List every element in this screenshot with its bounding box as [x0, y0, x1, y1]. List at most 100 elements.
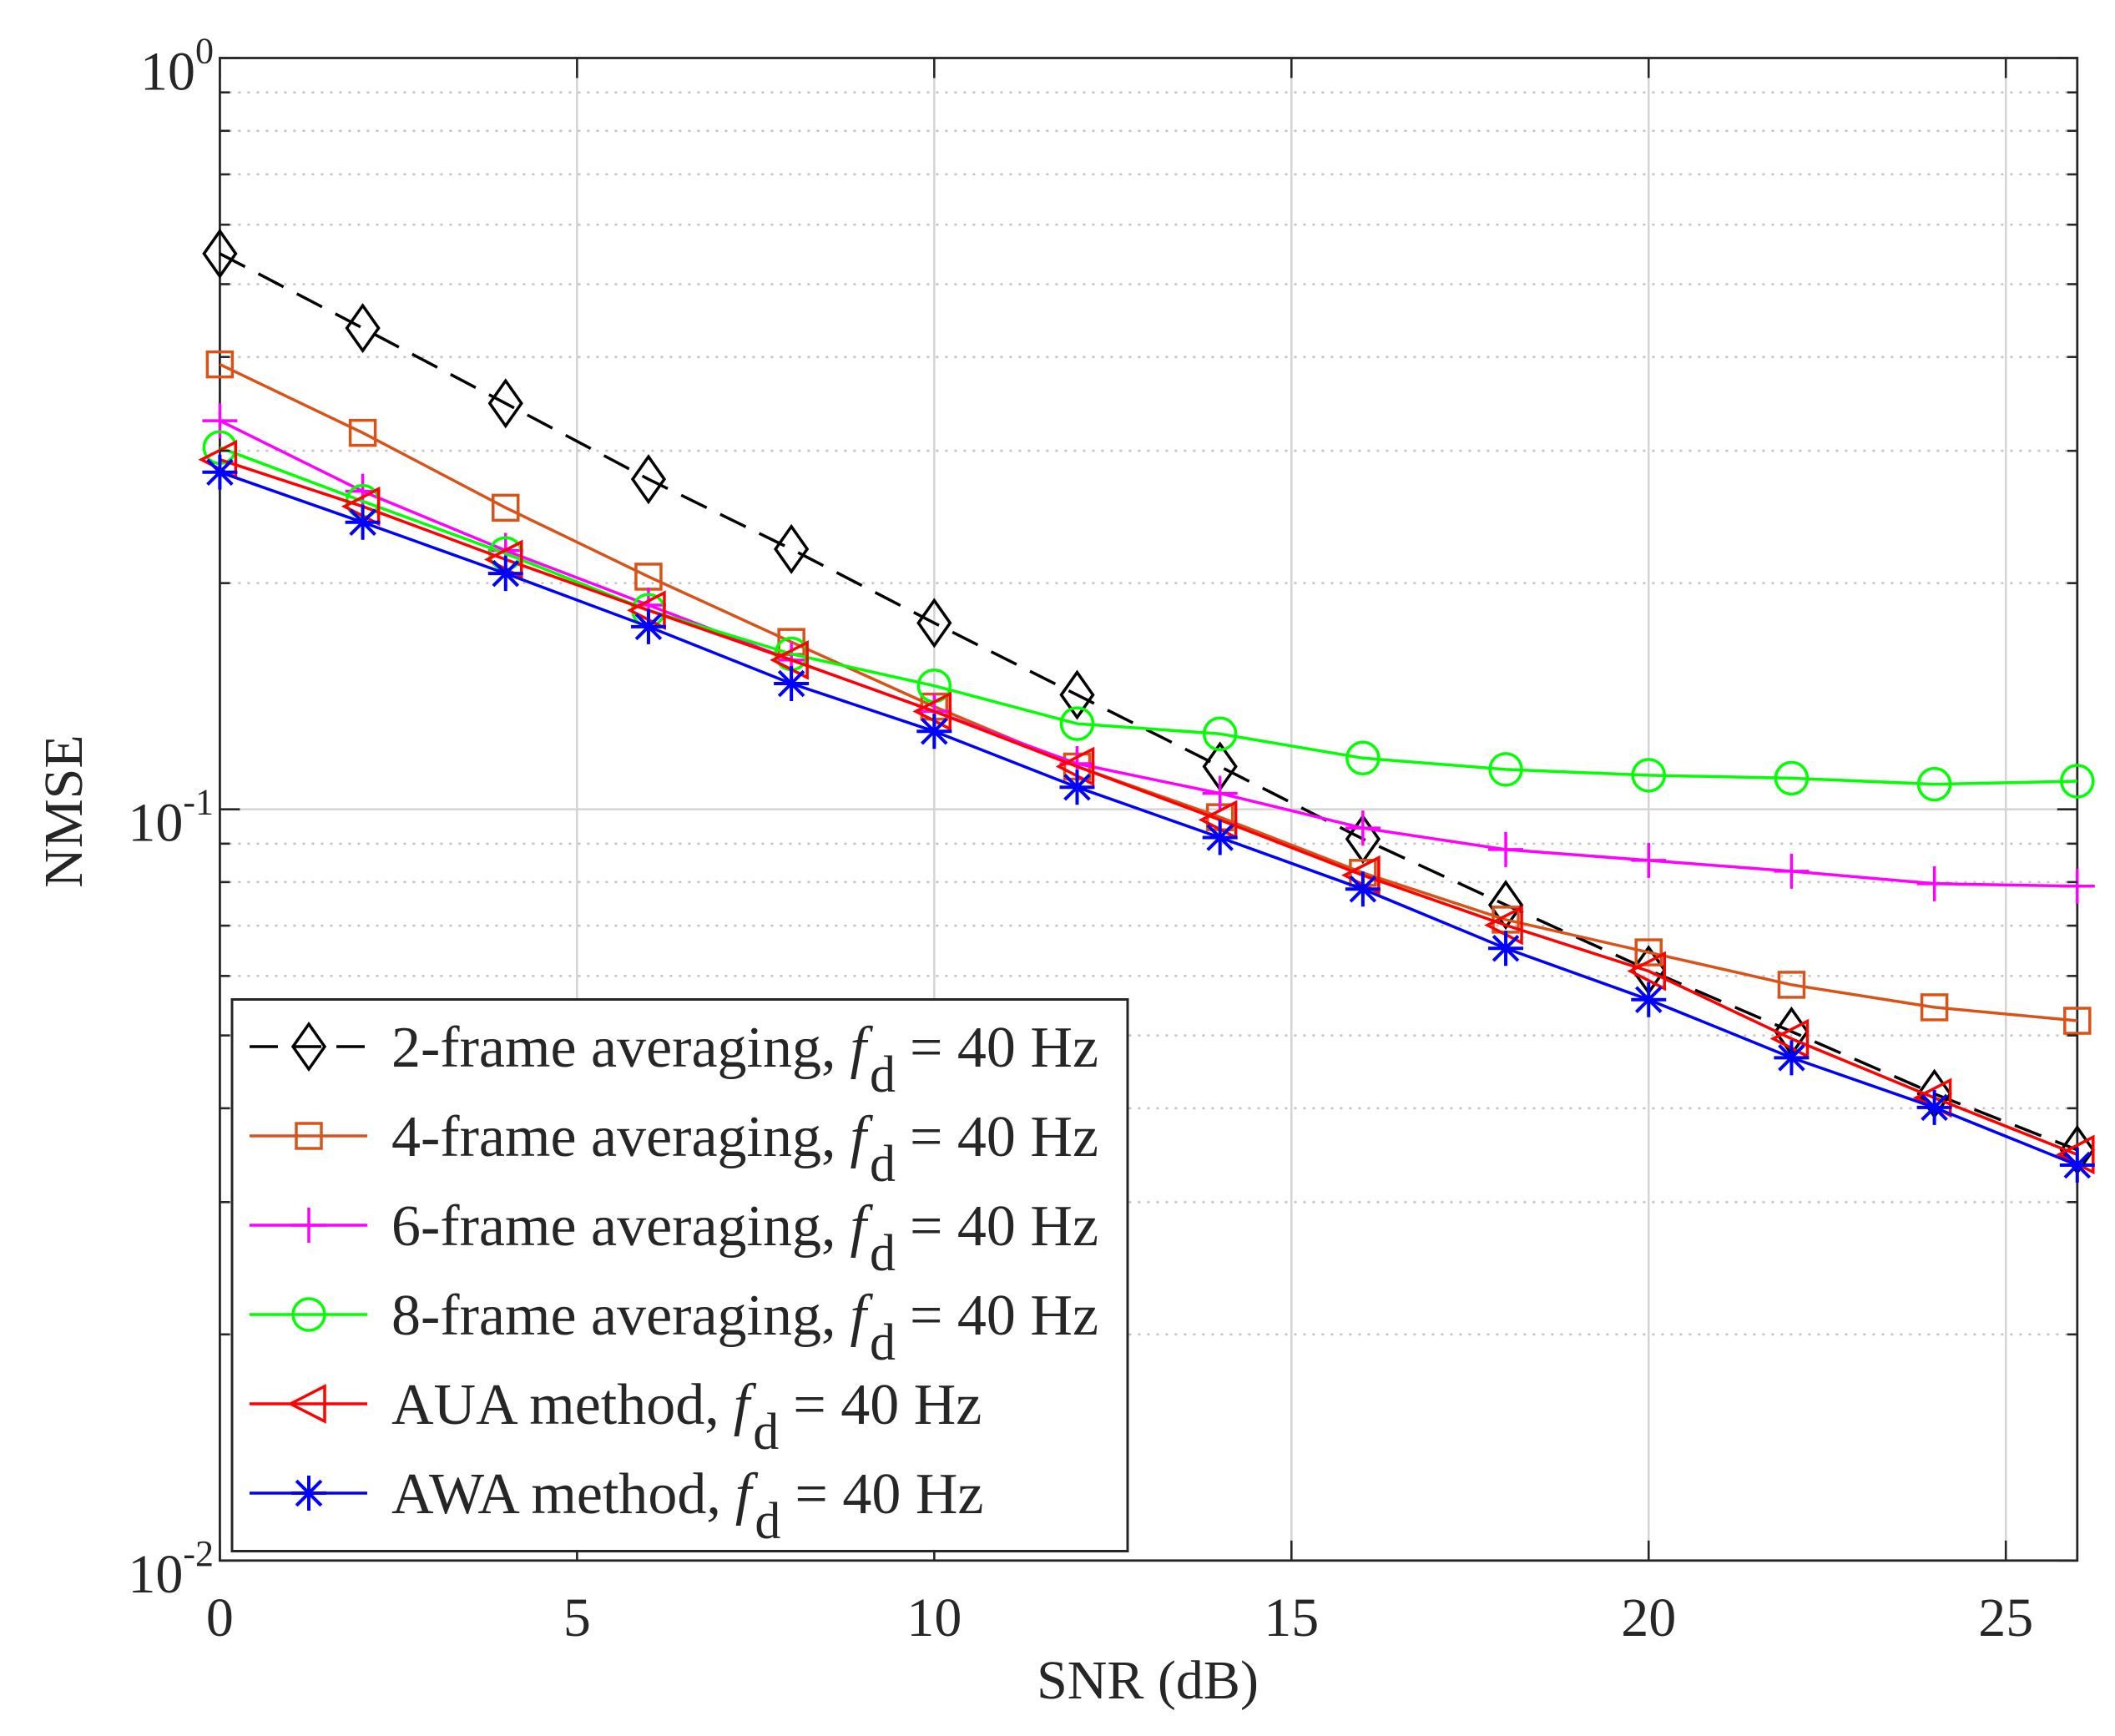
legend-marker — [287, 1384, 326, 1424]
legend-label-value: = 40 Hz — [795, 1462, 983, 1527]
data-point-marker — [345, 303, 381, 354]
square-shape — [295, 1122, 323, 1150]
square-shape — [492, 493, 520, 522]
data-point-marker — [487, 556, 523, 592]
asterisk-shape — [1916, 1089, 1952, 1125]
y-tick-label-exponent: -2 — [183, 1533, 214, 1574]
legend-entry-8-frame-averaging: 8-frame averaging, fd = 40 Hz — [250, 1284, 1098, 1371]
series-line — [219, 419, 2077, 888]
y-tick-label-base: 10 — [140, 42, 195, 103]
data-point-marker — [630, 454, 667, 505]
data-point-marker — [2059, 868, 2095, 904]
x-axis-label: SNR (dB) — [1037, 1650, 1259, 1711]
data-point-marker — [1488, 931, 1524, 966]
diamond-shape — [916, 598, 952, 648]
data-point-marker — [1634, 938, 1663, 966]
asterisk-shape — [202, 454, 238, 490]
data-point-marker — [1487, 880, 1524, 931]
data-point-marker — [916, 598, 952, 648]
data-point-marker — [348, 418, 377, 447]
asterisk-shape — [916, 714, 952, 749]
plus-shape — [1774, 853, 1810, 889]
diamond-shape — [1059, 669, 1095, 720]
legend-marker — [291, 1297, 326, 1332]
square-shape — [205, 350, 235, 379]
legend-label-name: 6-frame averaging, — [391, 1194, 836, 1259]
data-point-marker — [1777, 971, 1806, 999]
data-point-marker — [1631, 982, 1667, 1017]
legend-label-value: = 40 Hz — [910, 1194, 1098, 1259]
x-tick-label: 15 — [1264, 1587, 1319, 1648]
legend-entry-6-frame-averaging: 6-frame averaging, fd = 40 Hz — [250, 1194, 1098, 1282]
legend-label-value: = 40 Hz — [910, 1284, 1098, 1348]
data-point-marker — [1916, 865, 1952, 901]
asterisk-shape — [2059, 1148, 2095, 1183]
circle-shape — [1202, 716, 1238, 752]
plus-shape — [1202, 775, 1238, 811]
data-point-marker — [1631, 842, 1667, 878]
data-point-marker — [2059, 1148, 2095, 1183]
plus-shape — [2059, 868, 2095, 904]
series-6-frame-averaging — [202, 403, 2095, 904]
x-tick-label: 25 — [1978, 1587, 2033, 1648]
legend: 2-frame averaging, fd = 40 Hz4-frame avera… — [230, 998, 1129, 1552]
data-point-marker — [1916, 766, 1952, 802]
asterisk-shape — [1774, 1040, 1810, 1076]
circle-shape — [1774, 760, 1810, 796]
square-shape — [1777, 971, 1806, 999]
asterisk-shape — [1631, 982, 1667, 1017]
square-shape — [1634, 938, 1663, 966]
data-point-marker — [774, 666, 810, 702]
legend-label: 8-frame averaging, fd = 40 Hz — [391, 1284, 1098, 1371]
legend-label-name: 8-frame averaging, — [391, 1284, 836, 1348]
data-point-marker — [1916, 1089, 1952, 1125]
data-point-marker — [202, 228, 238, 279]
legend-label-subscript: d — [753, 1404, 779, 1461]
legend-label-value: = 40 Hz — [910, 1016, 1098, 1080]
diamond-shape — [290, 1021, 327, 1072]
data-point-marker — [202, 454, 238, 490]
plus-shape — [1631, 842, 1667, 878]
legend-label: AWA method, fd = 40 Hz — [391, 1462, 983, 1550]
triangle-left-shape — [1627, 951, 1666, 992]
circle-shape — [1631, 758, 1666, 793]
series-line — [219, 471, 2078, 1167]
circle-shape — [1345, 740, 1381, 776]
legend-label: AUA method, fd = 40 Hz — [391, 1373, 982, 1461]
plus-shape — [1916, 865, 1952, 901]
data-point-marker — [1202, 820, 1238, 855]
data-point-marker — [492, 493, 520, 522]
series-8-frame-averaging — [202, 430, 2095, 802]
x-tick-label: 20 — [1621, 1587, 1676, 1648]
data-point-marker — [1627, 951, 1666, 992]
data-point-marker — [1059, 770, 1095, 805]
legend-marker — [290, 1021, 327, 1072]
data-point-marker — [1059, 706, 1095, 741]
square-shape — [348, 418, 377, 447]
data-point-marker — [205, 350, 235, 379]
y-tick-label: 10-2 — [128, 1533, 214, 1605]
asterisk-shape — [1202, 820, 1238, 855]
series-awa-method — [202, 454, 2095, 1183]
legend-label-name: 2-frame averaging, — [391, 1016, 836, 1080]
diamond-shape — [1487, 880, 1524, 931]
legend-label-subscript: d — [870, 1047, 896, 1103]
legend-label-name: AWA method, — [391, 1462, 721, 1527]
y-tick-label-base: 10 — [128, 793, 183, 854]
legend-entry-2-frame-averaging: 2-frame averaging, fd = 40 Hz — [250, 1016, 1098, 1103]
data-point-marker — [345, 504, 381, 540]
data-point-marker — [1920, 993, 1949, 1022]
asterisk-shape — [1488, 931, 1524, 966]
legend-label-value: = 40 Hz — [910, 1105, 1098, 1169]
asterisk-shape — [1059, 770, 1095, 805]
y-axis-label: NMSE — [33, 734, 94, 887]
plus-shape — [1345, 810, 1381, 846]
legend-marker — [291, 1208, 326, 1243]
asterisk-shape — [291, 1476, 326, 1511]
series-4-frame-averaging — [205, 350, 2092, 1035]
x-tick-label: 0 — [206, 1587, 234, 1648]
y-tick-label: 10-1 — [128, 782, 214, 854]
diamond-shape — [630, 454, 667, 505]
series-line — [219, 252, 2078, 1152]
